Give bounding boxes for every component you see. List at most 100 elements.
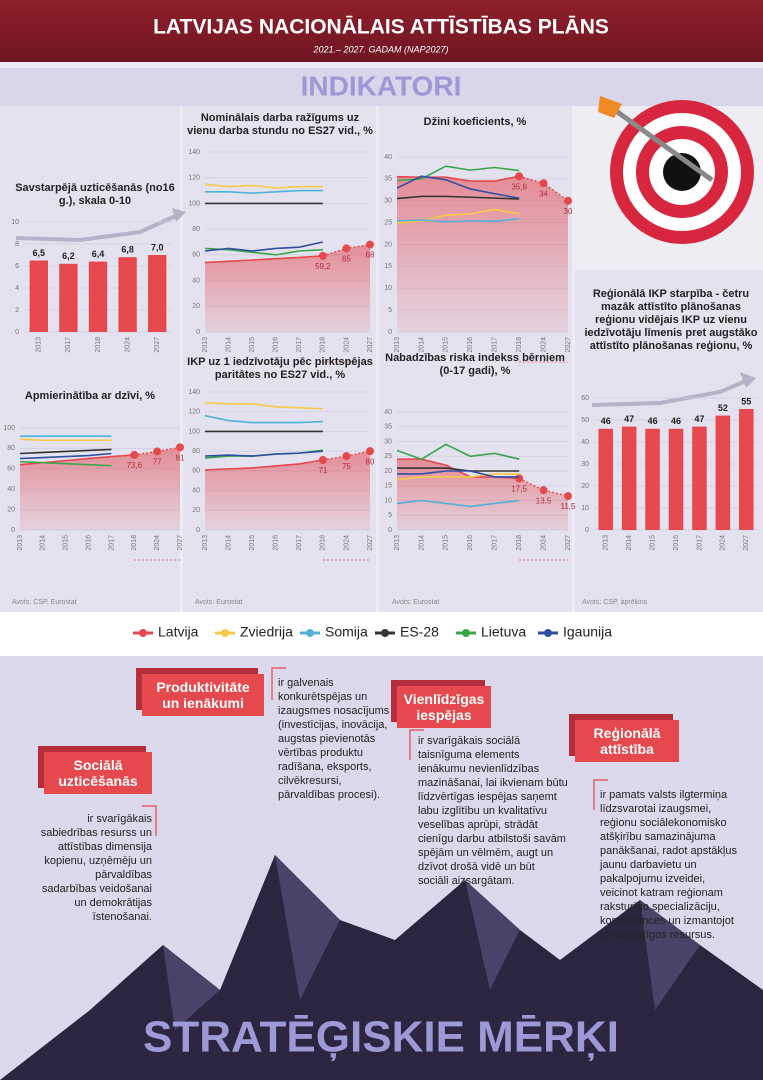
- area: [397, 176, 568, 332]
- series-line: [19, 448, 112, 455]
- y-tick-label: 0: [585, 527, 589, 534]
- x-tick-label: 2027: [565, 337, 572, 353]
- legend-dot: [544, 629, 552, 637]
- value-label: 46: [671, 416, 681, 426]
- y-tick-label: 0: [196, 329, 200, 336]
- y-tick-label: 10: [11, 219, 19, 226]
- x-tick-label: 2024: [343, 337, 350, 353]
- x-tick-label: 2027: [743, 535, 750, 551]
- header-band: [0, 0, 763, 62]
- x-tick-label: 2027: [177, 535, 184, 551]
- value-label: 75: [342, 462, 351, 471]
- y-tick-label: 15: [384, 483, 392, 490]
- x-tick-label: 2015: [249, 337, 256, 353]
- chart-title: Džini koeficients, %: [423, 116, 527, 128]
- series-line: [396, 208, 520, 224]
- y-tick-label: 35: [384, 424, 392, 431]
- x-tick-label: 2017: [492, 337, 499, 353]
- y-tick-label: 60: [581, 395, 589, 402]
- y-tick-label: 80: [192, 226, 200, 233]
- y-tick-label: 20: [192, 303, 200, 310]
- value-label: 73,6: [126, 461, 142, 470]
- y-tick-label: 120: [188, 175, 200, 182]
- brackets: [142, 667, 608, 836]
- x-tick-label: 2016: [673, 535, 680, 551]
- value-label: 30: [564, 207, 573, 216]
- main-title: LATVIJAS NACIONĀLAIS ATTĪSTĪBAS PLĀNS: [153, 16, 609, 39]
- bar: [148, 255, 167, 332]
- subtitle: 2021.– 2027. GADAM (NAP2027): [312, 44, 448, 54]
- value-label: 55: [741, 396, 751, 406]
- y-tick-label: 25: [384, 453, 392, 460]
- point: [515, 474, 524, 483]
- legend-dot: [381, 629, 389, 637]
- x-tick-label: 2017: [696, 535, 703, 551]
- y-tick-label: 40: [384, 154, 392, 161]
- series-line: [396, 195, 520, 200]
- series-line: [396, 473, 520, 481]
- point: [176, 443, 184, 452]
- goal-text: ir pamats valsts ilgtermiņa līdzsvarotai…: [600, 789, 737, 941]
- y-tick-label: 50: [581, 417, 589, 424]
- trend-arrow: [591, 378, 749, 407]
- series-line: [205, 189, 323, 194]
- x-tick-label: 2018: [95, 337, 102, 353]
- value-label: 81: [176, 453, 185, 462]
- y-tick-label: 40: [192, 277, 200, 284]
- bar: [692, 426, 707, 530]
- x-tick-label: 2018: [320, 535, 327, 551]
- x-tick-label: 2013: [36, 337, 43, 353]
- bar: [29, 260, 48, 332]
- mountains: [0, 855, 763, 1080]
- x-tick-label: 2017: [296, 337, 303, 353]
- series-line: [204, 255, 323, 264]
- value-label: 17,5: [511, 484, 527, 493]
- area: [205, 244, 370, 332]
- chart-title: IKP uz 1 iedzīvotāju pēc pirktspējas par…: [187, 356, 373, 381]
- series-line: [204, 241, 324, 252]
- y-tick-label: 6: [15, 263, 19, 270]
- value-label: 6,4: [92, 249, 105, 259]
- y-tick-label: 0: [11, 527, 15, 534]
- trend-arrow: [15, 212, 181, 243]
- y-tick-label: 80: [192, 448, 200, 455]
- x-tick-label: 2024: [124, 337, 131, 353]
- y-tick-label: 60: [192, 468, 200, 475]
- x-tick-label: 2014: [626, 535, 633, 551]
- value-label: 35,6: [511, 182, 527, 191]
- y-tick-label: 100: [188, 428, 200, 435]
- x-tick-label: 2014: [418, 535, 425, 551]
- y-tick-label: 8: [15, 241, 19, 248]
- x-tick-label: 2016: [273, 535, 280, 551]
- value-label: 7,0: [151, 242, 164, 252]
- point: [342, 452, 351, 461]
- legend-dot: [221, 629, 229, 637]
- x-tick-label: 2027: [367, 337, 374, 353]
- y-tick-label: 4: [15, 285, 19, 292]
- x-tick-label: 2015: [443, 337, 450, 353]
- series-line: [204, 402, 323, 410]
- x-tick-label: 2013: [603, 535, 610, 551]
- legend-label: Somija: [325, 624, 368, 640]
- bar: [621, 426, 637, 530]
- x-tick-label: 2024: [343, 535, 350, 551]
- series-line: [204, 414, 323, 424]
- y-tick-label: 30: [384, 438, 392, 445]
- series-line: [396, 443, 520, 461]
- x-tick-label: 2013: [202, 337, 209, 353]
- y-tick-label: 40: [384, 409, 392, 416]
- series-line: [396, 175, 520, 182]
- value-label: 80: [366, 457, 375, 466]
- x-tick-label: 2027: [154, 337, 161, 353]
- footer-title: STRATĒĢISKIE MĒRĶI: [143, 1013, 619, 1062]
- trend-arrow-head: [740, 372, 756, 388]
- x-tick-label: 2018: [320, 337, 327, 353]
- section-band: [0, 68, 763, 106]
- series-line: [396, 165, 520, 182]
- point: [153, 447, 162, 456]
- point: [318, 456, 327, 465]
- x-tick-label: 2024: [540, 535, 547, 551]
- x-tick-label: 2017: [296, 535, 303, 551]
- y-tick-label: 0: [388, 527, 392, 534]
- y-tick-label: 20: [192, 507, 200, 514]
